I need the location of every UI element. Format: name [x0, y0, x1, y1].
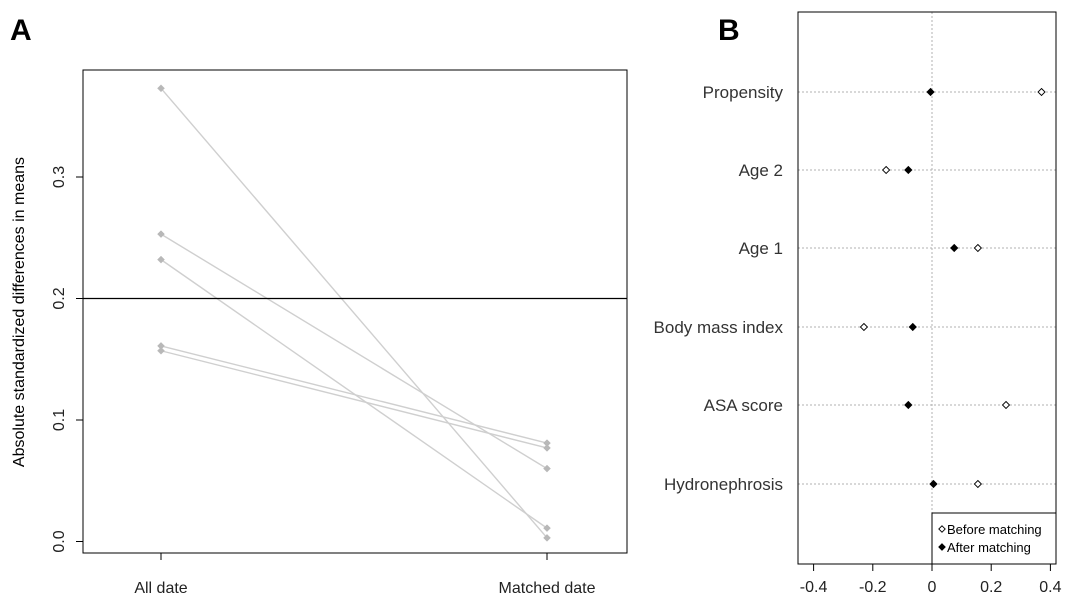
x-tick-label: 0.2 — [980, 579, 1002, 596]
panel-a-chart: 0.0 0.1 0.2 0.3 All date Matched date Absolu… — [11, 69, 628, 597]
after-matching-point — [904, 400, 913, 410]
data-point — [157, 230, 165, 238]
panel-a-points — [157, 84, 551, 542]
legend-entry: After matching — [947, 540, 1031, 555]
panel-b-chart: Propensity Age 2 Age 1 Body mass index ASA s… — [654, 11, 1062, 596]
after-matching-point — [929, 479, 938, 489]
before-matching-point — [1037, 87, 1046, 97]
panel-b-label: B — [718, 14, 740, 47]
x-tick-label: 0.4 — [1039, 579, 1061, 596]
panel-a-y-axis-title: Absolute standardized differences in mea… — [11, 157, 28, 467]
category-label: Age 2 — [739, 161, 783, 180]
legend-marker — [938, 525, 946, 533]
data-point — [157, 84, 165, 93]
y-tick-label: 0.2 — [51, 287, 68, 309]
category-label: Propensity — [703, 83, 784, 102]
panel-a-series-lines — [160, 87, 548, 539]
panel-a-label: A — [10, 14, 32, 47]
legend-box — [931, 512, 1057, 565]
data-point — [543, 524, 551, 532]
data-point — [543, 534, 551, 542]
panel-b-x-axis: -0.4 -0.2 0 0.2 0.4 — [800, 564, 1062, 596]
series-line — [160, 345, 548, 444]
x-tick-label: -0.4 — [800, 579, 828, 596]
after-matching-point — [926, 87, 935, 97]
x-tick-label: Matched date — [499, 580, 596, 597]
panel-a-y-axis: 0.0 0.1 0.2 0.3 — [51, 166, 83, 553]
after-matching-point — [904, 165, 913, 175]
y-tick-label: 0.0 — [51, 530, 68, 552]
before-matching-point — [1001, 400, 1011, 410]
after-matching-point — [908, 322, 917, 332]
panel-b-category-labels: Propensity Age 2 Age 1 Body mass index ASA s… — [654, 83, 784, 494]
panel-b-plot-box — [797, 11, 1057, 565]
legend-marker — [938, 543, 946, 551]
series-line — [160, 233, 548, 470]
panel-b-points — [859, 87, 1046, 489]
data-point — [543, 444, 551, 452]
after-matching-point — [950, 243, 959, 253]
x-tick-label: -0.2 — [859, 579, 887, 596]
y-tick-label: 0.3 — [51, 166, 68, 188]
before-matching-point — [881, 165, 891, 175]
panel-a-plot-box — [82, 69, 628, 554]
data-point — [157, 346, 165, 355]
before-matching-point — [859, 322, 869, 332]
series-line — [160, 350, 548, 449]
category-label: Body mass index — [654, 318, 784, 337]
x-tick-label: 0 — [928, 579, 937, 596]
category-label: ASA score — [704, 396, 783, 415]
legend-entry: Before matching — [947, 522, 1042, 537]
data-point — [157, 255, 165, 264]
x-tick-label: All date — [134, 580, 187, 597]
before-matching-point — [973, 479, 983, 489]
panel-a-x-axis: All date Matched date — [134, 553, 596, 597]
y-tick-label: 0.1 — [51, 409, 68, 431]
legend: Before matching After matching — [931, 512, 1057, 565]
category-label: Hydronephrosis — [664, 475, 783, 494]
series-line — [160, 87, 548, 539]
data-point — [543, 464, 551, 473]
panel-b-grid — [798, 12, 1056, 564]
category-label: Age 1 — [739, 239, 783, 258]
before-matching-point — [973, 243, 983, 253]
